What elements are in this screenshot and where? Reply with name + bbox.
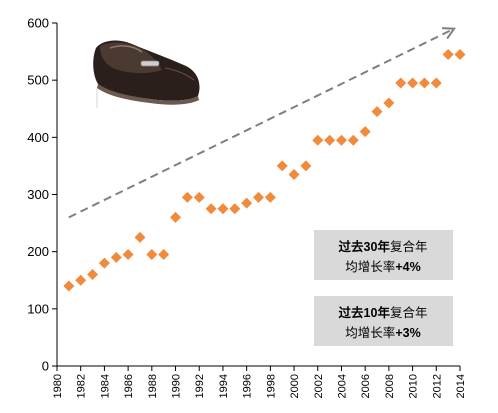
x-tick-label: 1998 — [265, 374, 277, 398]
x-tick-label: 2010 — [408, 374, 420, 398]
x-tick-label: 1994 — [218, 374, 230, 398]
data-point — [276, 160, 288, 172]
x-tick-label: 1992 — [194, 374, 206, 398]
data-point — [146, 249, 158, 261]
x-tick-label: 1984 — [99, 374, 111, 398]
data-point — [158, 249, 170, 261]
y-tick-label: 300 — [27, 187, 49, 202]
data-point — [300, 160, 312, 172]
x-tick-label: 1982 — [76, 374, 88, 398]
data-point — [264, 191, 276, 203]
x-tick-label: 1986 — [123, 374, 135, 398]
data-point — [335, 134, 347, 146]
annotation-30yr-line1: 过去30年复合年 — [339, 239, 428, 254]
x-tick-label: 1990 — [171, 374, 183, 398]
data-point — [229, 203, 241, 215]
x-tick-label: 2012 — [431, 374, 443, 398]
y-tick-label: 0 — [42, 359, 49, 374]
data-point — [442, 48, 454, 60]
data-point — [395, 77, 407, 89]
x-tick-label: 2002 — [313, 374, 325, 398]
data-point — [217, 203, 229, 215]
data-point — [75, 274, 87, 286]
annotation-box-10yr: 过去10年复合年 均增长率+3% — [314, 296, 453, 346]
data-point — [418, 77, 430, 89]
data-point — [205, 203, 217, 215]
trend-arrow — [68, 27, 455, 219]
y-tick-label: 500 — [27, 73, 49, 88]
data-point — [193, 191, 205, 203]
trend-arrowhead — [442, 27, 456, 40]
x-tick-label: 2000 — [289, 374, 301, 398]
x-tick-label: 2006 — [360, 374, 372, 398]
x-tick-label: 1996 — [242, 374, 254, 398]
data-point — [170, 211, 182, 223]
annotation-box-30yr: 过去30年复合年 均增长率+4% — [314, 230, 453, 280]
data-point — [324, 134, 336, 146]
data-point — [288, 168, 300, 180]
data-point — [253, 191, 264, 203]
data-point — [347, 134, 359, 146]
x-tick-label: 2014 — [455, 374, 467, 398]
annotation-30yr-line2: 均增长率+4% — [345, 259, 420, 274]
data-point — [98, 257, 110, 269]
x-tick-label: 1980 — [52, 374, 64, 398]
annotation-10yr-line2: 均增长率+3% — [345, 325, 420, 340]
data-point — [407, 77, 419, 89]
x-tick-label: 2004 — [336, 374, 348, 398]
x-tick-label: 1988 — [147, 374, 159, 398]
data-point — [122, 249, 134, 261]
x-tick-label: 2008 — [384, 374, 396, 398]
data-point — [63, 280, 75, 292]
data-point — [371, 106, 383, 118]
annotation-10yr-line1: 过去10年复合年 — [339, 305, 428, 320]
data-point — [134, 231, 146, 243]
data-point — [383, 97, 395, 109]
y-tick-label: 400 — [27, 130, 49, 145]
loafer-shoe-image — [93, 40, 200, 108]
data-point — [110, 251, 122, 263]
y-tick-label: 100 — [27, 301, 49, 316]
data-point — [241, 197, 253, 209]
data-point — [181, 191, 193, 203]
y-tick-label: 200 — [27, 244, 49, 259]
y-tick-label: 600 — [27, 16, 49, 31]
data-point — [430, 77, 442, 89]
data-point — [359, 126, 371, 138]
data-point — [87, 269, 99, 281]
data-point — [312, 134, 324, 146]
data-point — [454, 48, 466, 60]
